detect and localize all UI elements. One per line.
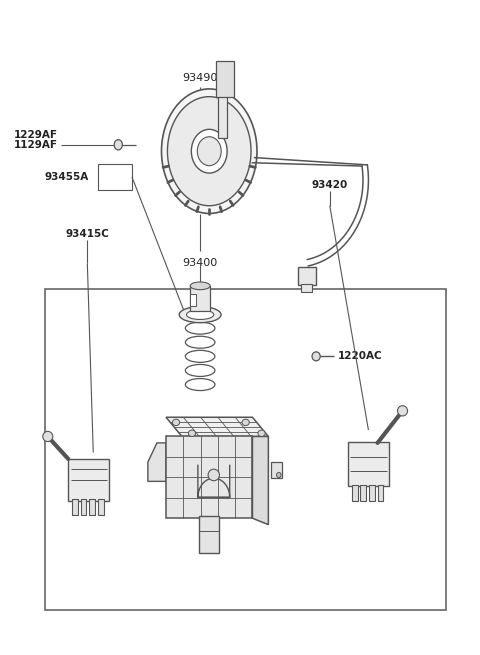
Bar — [89, 499, 95, 515]
Ellipse shape — [161, 89, 257, 214]
Polygon shape — [148, 443, 166, 481]
Bar — [360, 485, 366, 500]
Ellipse shape — [185, 364, 215, 377]
Bar — [72, 499, 78, 515]
Bar — [352, 485, 358, 500]
Bar — [190, 286, 210, 312]
Bar — [300, 284, 312, 291]
Bar — [81, 499, 86, 515]
Ellipse shape — [190, 282, 210, 290]
Text: 1229AF: 1229AF — [14, 130, 58, 140]
Bar — [98, 164, 132, 190]
Ellipse shape — [312, 352, 320, 361]
Text: 1129AF: 1129AF — [14, 140, 58, 150]
Polygon shape — [252, 436, 268, 525]
Bar — [46, 289, 446, 610]
Ellipse shape — [242, 419, 249, 426]
Bar — [98, 499, 104, 515]
Text: 93455A: 93455A — [45, 172, 89, 182]
Ellipse shape — [187, 310, 214, 320]
Bar — [378, 485, 384, 500]
Bar — [348, 441, 389, 487]
Bar — [216, 62, 234, 97]
Polygon shape — [166, 436, 252, 518]
Bar — [271, 462, 282, 478]
Ellipse shape — [185, 350, 215, 362]
Bar — [68, 459, 109, 500]
Ellipse shape — [168, 97, 251, 206]
Bar — [369, 485, 375, 500]
Text: 93420: 93420 — [312, 179, 348, 190]
Ellipse shape — [276, 472, 281, 477]
Ellipse shape — [185, 336, 215, 348]
Ellipse shape — [192, 129, 227, 173]
Ellipse shape — [208, 469, 219, 481]
Ellipse shape — [185, 322, 215, 334]
Ellipse shape — [197, 137, 221, 166]
Bar — [199, 516, 219, 553]
Bar — [298, 267, 315, 285]
Ellipse shape — [172, 419, 180, 426]
Bar — [190, 293, 196, 307]
Text: 1220AC: 1220AC — [338, 351, 383, 362]
Bar — [218, 81, 228, 138]
Text: 93415C: 93415C — [65, 229, 109, 239]
Ellipse shape — [43, 432, 53, 441]
Ellipse shape — [185, 379, 215, 390]
Ellipse shape — [397, 405, 408, 416]
Ellipse shape — [114, 140, 122, 150]
Polygon shape — [166, 417, 268, 436]
Ellipse shape — [179, 307, 221, 323]
Text: 93400: 93400 — [182, 258, 218, 269]
Ellipse shape — [188, 430, 195, 436]
Ellipse shape — [258, 430, 265, 436]
Text: 93490: 93490 — [182, 73, 218, 83]
